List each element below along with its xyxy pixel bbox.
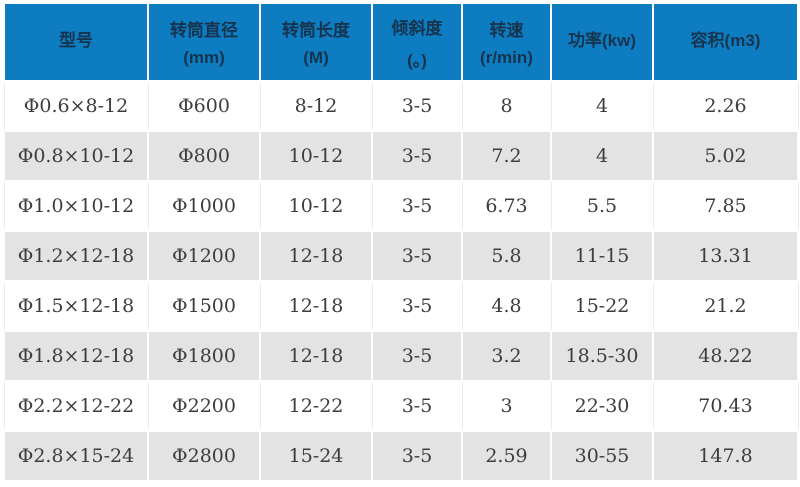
table-cell: 3-5 xyxy=(371,180,463,232)
table-cell: Φ2800 xyxy=(147,430,261,482)
table-cell: Φ1500 xyxy=(147,280,261,332)
table-cell: 11-15 xyxy=(550,230,654,282)
header-drum-diameter-unit: (mm) xyxy=(183,48,225,67)
header-power: 功率(kw) xyxy=(550,2,654,82)
table-cell: 3-5 xyxy=(371,80,463,132)
table-cell: 7.2 xyxy=(461,130,552,182)
table-row: Φ2.8×15-24 Φ2800 15-24 3-5 2.59 30-55 147.8 xyxy=(3,430,799,482)
header-rotation-speed-unit: (r/min) xyxy=(480,48,533,67)
table-header: 型号 转筒直径 (mm) 转筒长度 (M) 倾斜度 (。) 转速 (r/m xyxy=(3,2,799,82)
table-cell: 8 xyxy=(461,80,552,132)
header-inclination-unit: (。) xyxy=(407,50,427,70)
table-row: Φ1.5×12-18 Φ1500 12-18 3-5 4.8 15-22 21.2 xyxy=(3,280,799,332)
header-power-label: 功率(kw) xyxy=(568,31,636,50)
table-cell: Φ0.6×8-12 xyxy=(3,80,149,132)
table-body: Φ0.6×8-12 Φ600 8-12 3-5 8 4 2.26 Φ0.8×10-12 Φ800… xyxy=(3,80,799,482)
table-row: Φ1.8×12-18 Φ1800 12-18 3-5 3.2 18.5-30 48.22 xyxy=(3,330,799,382)
header-rotation-speed: 转速 (r/min) xyxy=(461,2,552,82)
table-cell: 3-5 xyxy=(371,330,463,382)
table-cell: 2.26 xyxy=(652,80,799,132)
table-row: Φ1.0×10-12 Φ1000 10-12 3-5 6.73 5.5 7.85 xyxy=(3,180,799,232)
table-cell: Φ2.8×15-24 xyxy=(3,430,149,482)
table-cell: 5.5 xyxy=(550,180,654,232)
table-cell: 3-5 xyxy=(371,280,463,332)
table-cell: 3-5 xyxy=(371,430,463,482)
table-cell: 12-18 xyxy=(259,330,373,382)
table-cell: 18.5-30 xyxy=(550,330,654,382)
table-row: Φ2.2×12-22 Φ2200 12-22 3-5 3 22-30 70.43 xyxy=(3,380,799,432)
table-cell: Φ600 xyxy=(147,80,261,132)
table-row: Φ0.8×10-12 Φ800 10-12 3-5 7.2 4 5.02 xyxy=(3,130,799,182)
table-cell: 12-22 xyxy=(259,380,373,432)
table-cell: 5.8 xyxy=(461,230,552,282)
header-inclination: 倾斜度 (。) xyxy=(371,2,463,82)
table-cell: Φ1.8×12-18 xyxy=(3,330,149,382)
header-drum-diameter: 转筒直径 (mm) xyxy=(147,2,261,82)
table-cell: 3-5 xyxy=(371,380,463,432)
table-cell: Φ0.8×10-12 xyxy=(3,130,149,182)
header-rotation-speed-label: 转速 xyxy=(489,21,524,40)
header-drum-length: 转筒长度 (M) xyxy=(259,2,373,82)
table-cell: 5.02 xyxy=(652,130,799,182)
header-drum-diameter-label: 转筒直径 xyxy=(170,21,238,40)
table-cell: 3 xyxy=(461,380,552,432)
table-cell: 70.43 xyxy=(652,380,799,432)
table-cell: 3-5 xyxy=(371,230,463,282)
table-cell: Φ1200 xyxy=(147,230,261,282)
table-cell: 13.31 xyxy=(652,230,799,282)
table-cell: 4 xyxy=(550,80,654,132)
table-cell: 3.2 xyxy=(461,330,552,382)
table-row: Φ1.2×12-18 Φ1200 12-18 3-5 5.8 11-15 13.31 xyxy=(3,230,799,282)
table-cell: 10-12 xyxy=(259,180,373,232)
header-volume: 容积(m3) xyxy=(652,2,799,82)
table-cell: 15-22 xyxy=(550,280,654,332)
table-cell: 3-5 xyxy=(371,130,463,182)
table-cell: Φ2200 xyxy=(147,380,261,432)
header-drum-length-unit: (M) xyxy=(303,48,329,67)
table-cell: 4 xyxy=(550,130,654,182)
header-inclination-label: 倾斜度 xyxy=(391,18,443,38)
table-cell: 12-18 xyxy=(259,230,373,282)
header-volume-label: 容积(m3) xyxy=(690,31,761,50)
table-cell: 21.2 xyxy=(652,280,799,332)
table-cell: 15-24 xyxy=(259,430,373,482)
table-cell: Φ1.2×12-18 xyxy=(3,230,149,282)
table-cell: 12-18 xyxy=(259,280,373,332)
table-cell: Φ1800 xyxy=(147,330,261,382)
table-cell: 10-12 xyxy=(259,130,373,182)
table-cell: Φ1.0×10-12 xyxy=(3,180,149,232)
table-cell: Φ2.2×12-22 xyxy=(3,380,149,432)
table-cell: 7.85 xyxy=(652,180,799,232)
table-cell: 147.8 xyxy=(652,430,799,482)
table-cell: 48.22 xyxy=(652,330,799,382)
header-model: 型号 xyxy=(3,2,149,82)
spec-table: 型号 转筒直径 (mm) 转筒长度 (M) 倾斜度 (。) 转速 (r/m xyxy=(3,2,799,482)
table-cell: Φ1.5×12-18 xyxy=(3,280,149,332)
table-row: Φ0.6×8-12 Φ600 8-12 3-5 8 4 2.26 xyxy=(3,80,799,132)
header-drum-length-label: 转筒长度 xyxy=(282,21,350,40)
table-cell: 2.59 xyxy=(461,430,552,482)
header-row: 型号 转筒直径 (mm) 转筒长度 (M) 倾斜度 (。) 转速 (r/m xyxy=(3,2,799,82)
table-cell: Φ1000 xyxy=(147,180,261,232)
table-cell: 8-12 xyxy=(259,80,373,132)
table-cell: 22-30 xyxy=(550,380,654,432)
table-cell: 4.8 xyxy=(461,280,552,332)
table-cell: 6.73 xyxy=(461,180,552,232)
table-cell: Φ800 xyxy=(147,130,261,182)
table-cell: 30-55 xyxy=(550,430,654,482)
header-model-label: 型号 xyxy=(59,31,93,50)
